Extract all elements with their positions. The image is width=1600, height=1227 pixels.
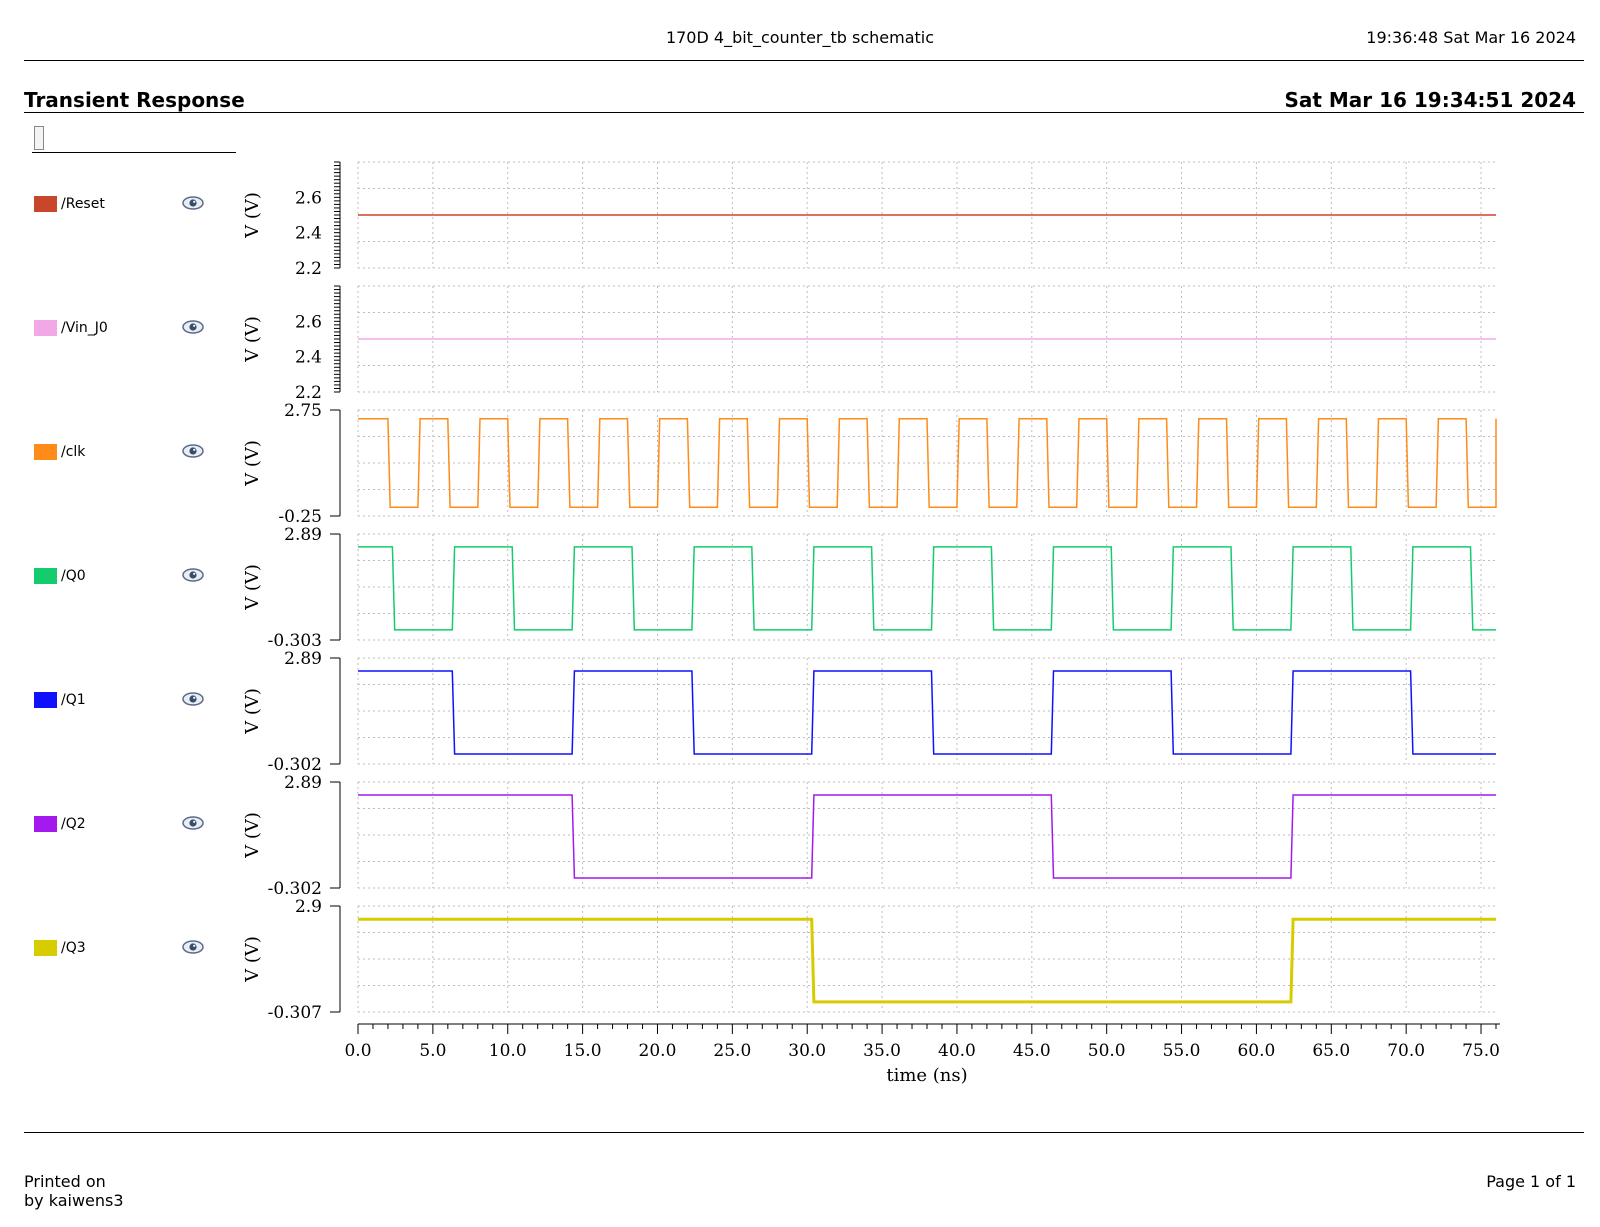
y-tick-label: 2.89 xyxy=(284,649,322,669)
legend-swatch xyxy=(34,692,57,708)
legend-swatch xyxy=(34,940,57,956)
footer-divider xyxy=(24,1132,1584,1133)
y-tick-label: 2.89 xyxy=(284,773,322,793)
y-tick-label: 2.2 xyxy=(295,383,322,403)
legend-swatch xyxy=(34,320,57,336)
visibility-eye-icon[interactable] xyxy=(182,320,204,334)
legend-item-reset[interactable]: /Reset xyxy=(34,194,105,214)
visibility-eye-icon[interactable] xyxy=(182,444,204,458)
x-tick-label: 35.0 xyxy=(863,1041,901,1061)
y-tick-label: 2.2 xyxy=(295,259,322,279)
legend-item-q0[interactable]: /Q0 xyxy=(34,566,86,586)
y-tick-label: -0.307 xyxy=(268,1003,322,1023)
y-axis-label: V (V) xyxy=(242,440,263,487)
legend-item-q2[interactable]: /Q2 xyxy=(34,814,86,834)
x-axis-label: time (ns) xyxy=(886,1065,967,1086)
y-tick-label: -0.302 xyxy=(268,879,322,899)
visibility-eye-icon[interactable] xyxy=(182,568,204,582)
header-divider xyxy=(24,60,1584,61)
y-axis-label: V (V) xyxy=(242,192,263,239)
y-tick-label: -0.303 xyxy=(268,631,322,651)
panel-date: Sat Mar 16 19:34:51 2024 xyxy=(1284,88,1576,112)
legend-swatch xyxy=(34,568,57,584)
printed-by-label: by kaiwens3 xyxy=(24,1191,124,1210)
y-tick-label: -0.302 xyxy=(268,755,322,775)
y-tick-label: 2.75 xyxy=(284,401,322,421)
legend-label: /Q3 xyxy=(61,940,86,956)
x-tick-label: 65.0 xyxy=(1312,1041,1350,1061)
y-tick-label: 2.6 xyxy=(295,188,322,208)
x-tick-label: 55.0 xyxy=(1163,1041,1201,1061)
legend-swatch xyxy=(34,196,57,212)
visibility-eye-icon[interactable] xyxy=(182,940,204,954)
print-info: Printed on by kaiwens3 xyxy=(24,1172,124,1210)
y-tick-label: 2.4 xyxy=(295,224,322,244)
x-tick-label: 75.0 xyxy=(1462,1041,1500,1061)
legend-swatch xyxy=(34,444,57,460)
legend-item-vin-j0[interactable]: /Vin_J0 xyxy=(34,318,108,338)
x-tick-label: 0.0 xyxy=(344,1041,371,1061)
legend-label: /Q0 xyxy=(61,568,86,584)
page-number: Page 1 of 1 xyxy=(1486,1172,1576,1191)
y-axis-label: V (V) xyxy=(242,936,263,983)
visibility-eye-icon[interactable] xyxy=(182,196,204,210)
x-tick-label: 30.0 xyxy=(788,1041,826,1061)
legend-label: /Reset xyxy=(61,196,105,212)
x-tick-label: 10.0 xyxy=(489,1041,527,1061)
legend-swatch xyxy=(34,816,57,832)
y-axis-label: V (V) xyxy=(242,812,263,859)
waveform-q2 xyxy=(358,794,1496,879)
x-tick-label: 50.0 xyxy=(1088,1041,1126,1061)
visibility-eye-icon[interactable] xyxy=(182,816,204,830)
y-axis-label: V (V) xyxy=(242,316,263,363)
x-tick-label: 20.0 xyxy=(639,1041,677,1061)
legend-label: /clk xyxy=(61,444,86,460)
panel-divider xyxy=(24,112,1584,113)
legend-item-q1[interactable]: /Q1 xyxy=(34,690,86,710)
y-tick-label: 2.6 xyxy=(295,312,322,332)
waveform-clk xyxy=(358,418,1497,508)
y-tick-label: 2.9 xyxy=(295,897,322,917)
panel-title: Transient Response xyxy=(24,88,245,112)
legend-item-clk[interactable]: /clk xyxy=(34,442,85,462)
legend-label: /Vin_J0 xyxy=(61,320,108,336)
text-cursor xyxy=(34,126,44,150)
y-axis-label: V (V) xyxy=(242,564,263,611)
x-tick-label: 70.0 xyxy=(1387,1041,1425,1061)
x-tick-label: 25.0 xyxy=(713,1041,751,1061)
y-tick-label: 2.89 xyxy=(284,525,322,545)
waveform-q1 xyxy=(358,670,1496,755)
x-tick-label: 5.0 xyxy=(419,1041,446,1061)
legend-item-q3[interactable]: /Q3 xyxy=(34,938,86,958)
y-axis-label: V (V) xyxy=(242,688,263,735)
legend-label: /Q2 xyxy=(61,816,86,832)
report-title: 170D 4_bit_counter_tb schematic xyxy=(665,28,935,47)
waveform-q3 xyxy=(358,917,1496,1004)
print-timestamp: 19:36:48 Sat Mar 16 2024 xyxy=(1366,28,1576,47)
x-tick-label: 45.0 xyxy=(1013,1041,1051,1061)
x-tick-label: 60.0 xyxy=(1237,1041,1275,1061)
signal-filter-input[interactable] xyxy=(32,124,236,153)
x-tick-label: 40.0 xyxy=(938,1041,976,1061)
y-tick-label: -0.25 xyxy=(278,507,322,527)
legend-label: /Q1 xyxy=(61,692,86,708)
printed-on-label: Printed on xyxy=(24,1172,106,1191)
waveform-q0 xyxy=(358,546,1496,631)
x-tick-label: 15.0 xyxy=(564,1041,602,1061)
visibility-eye-icon[interactable] xyxy=(182,692,204,706)
y-tick-label: 2.4 xyxy=(295,348,322,368)
